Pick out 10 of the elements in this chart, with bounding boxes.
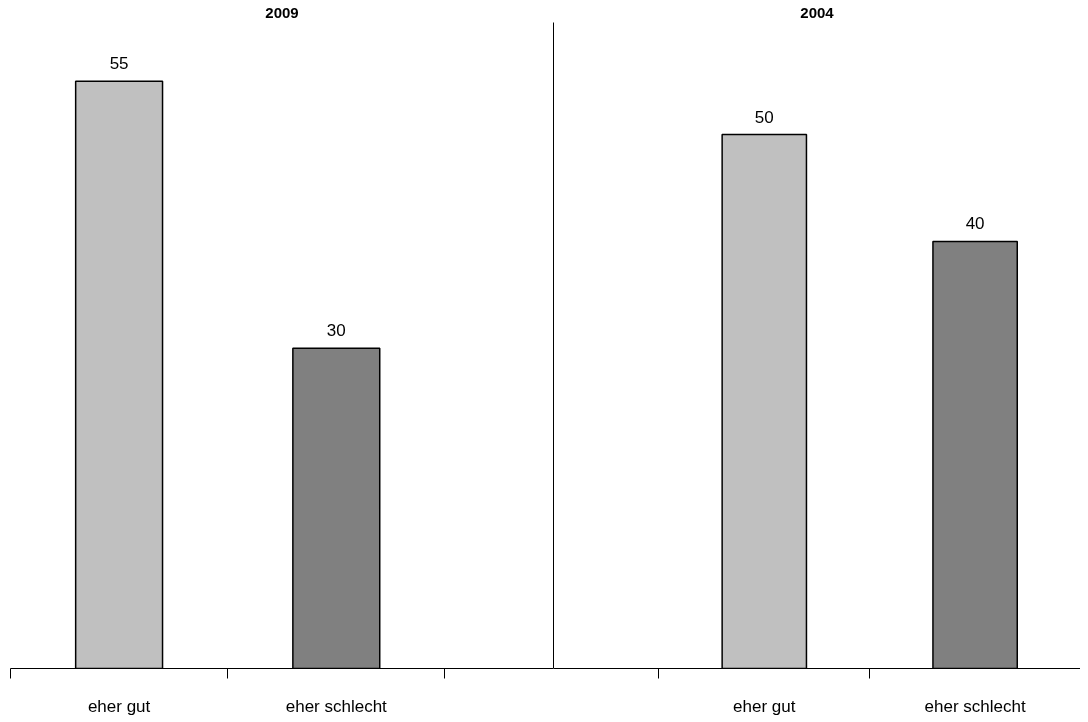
x-tick-label: eher gut (733, 696, 796, 716)
data-label: 40 (965, 214, 985, 234)
data-label: 50 (754, 107, 774, 127)
chart-title: 2009 (265, 3, 299, 21)
data-label: 30 (326, 321, 346, 341)
chart-title: 2004 (800, 3, 835, 21)
x-tick-label: eher schlecht (924, 696, 1026, 716)
data-label: 55 (109, 54, 129, 74)
x-tick-label: eher schlecht (285, 696, 388, 716)
x-tick-label: eher gut (87, 696, 151, 716)
